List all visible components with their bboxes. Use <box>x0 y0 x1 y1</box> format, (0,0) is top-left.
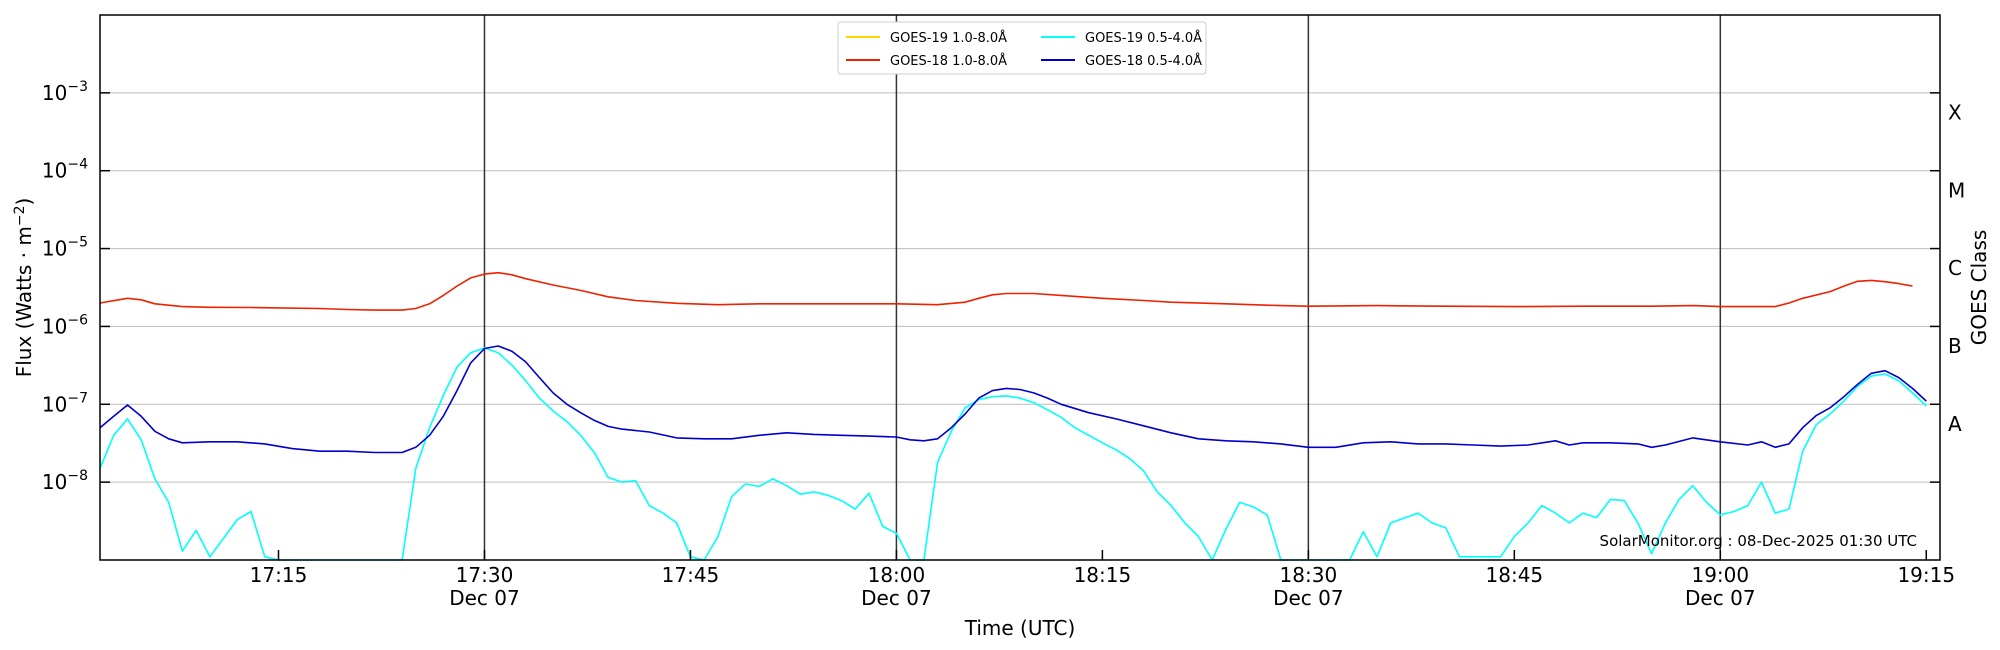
x-tick-label: 18:45 <box>1486 563 1544 587</box>
x-tick-date: Dec 07 <box>1685 586 1756 610</box>
y-axis-title: Flux (Watts · m−2) <box>12 198 36 378</box>
y-tick-exponent: −7 <box>67 390 88 406</box>
y-tick-label: 10−4 <box>42 157 88 183</box>
y-tick-base: 10 <box>42 237 67 261</box>
legend-label: GOES-19 1.0-8.0Å <box>890 30 1007 46</box>
series-line-2 <box>99 347 1927 561</box>
y-axis-title-exponent: −2 <box>12 206 28 227</box>
y-tick-label: 10−3 <box>42 79 88 105</box>
y-tick-base: 10 <box>42 81 67 105</box>
x-tick-label: 17:15 <box>250 563 308 587</box>
vertical-reference-lines <box>483 15 1722 560</box>
x-tick-label: 18:15 <box>1074 563 1132 587</box>
x-tick-label: 18:00 <box>868 563 926 587</box>
goes-class-m: M <box>1948 178 1965 202</box>
legend: GOES-19 1.0-8.0Å GOES-18 1.0-8.0Å GOES-19 … <box>837 21 1207 75</box>
x-tick-date: Dec 07 <box>1273 586 1344 610</box>
y-tick-base: 10 <box>42 392 67 416</box>
goes-class-a: A <box>1948 412 1962 436</box>
y2-axis-title: GOES Class <box>1967 230 1991 346</box>
y-tick-label: 10−6 <box>42 312 88 338</box>
y-tick-exponent: −4 <box>67 157 88 173</box>
y-tick-base: 10 <box>42 470 67 494</box>
x-tick-date: Dec 07 <box>861 586 932 610</box>
y-tick-label: 10−5 <box>42 235 88 261</box>
credit-text: SolarMonitor.org : 08-Dec-2025 01:30 UTC <box>1600 532 1917 550</box>
y-axis-title-main: Flux (Watts · m <box>12 226 36 377</box>
y-tick-exponent: −3 <box>67 79 88 95</box>
x-tick-date: Dec 07 <box>449 586 520 610</box>
x-tick-label: 17:30 <box>456 563 514 587</box>
goes-class-labels: A B C M X <box>1948 100 1965 435</box>
grid-lines <box>100 92 1940 483</box>
y-tick-label: 10−8 <box>42 468 88 494</box>
y-axis-title-close: ) <box>12 198 36 206</box>
legend-label: GOES-18 0.5-4.0Å <box>1085 53 1202 69</box>
x-tick-label: 17:45 <box>662 563 720 587</box>
y-tick-label: 10−7 <box>42 390 88 416</box>
y-tick-base: 10 <box>42 159 67 183</box>
y-tick-exponent: −6 <box>67 312 88 328</box>
series-lines <box>99 271 1927 561</box>
plot-frame <box>99 14 1941 561</box>
x-tick-label: 18:30 <box>1280 563 1338 587</box>
y-axis-ticks: 10−810−710−610−510−410−3 <box>42 79 1940 494</box>
legend-box <box>837 21 1207 75</box>
series-line-3 <box>99 345 1927 454</box>
y-tick-exponent: −5 <box>67 235 88 251</box>
y-tick-base: 10 <box>42 314 67 338</box>
legend-label: GOES-18 1.0-8.0Å <box>890 53 1007 69</box>
goes-class-b: B <box>1948 334 1962 358</box>
goes-class-x: X <box>1948 100 1962 124</box>
legend-label: GOES-19 0.5-4.0Å <box>1085 30 1202 46</box>
x-tick-label: 19:00 <box>1691 563 1749 587</box>
y-tick-exponent: −8 <box>67 468 88 484</box>
x-axis-title: Time (UTC) <box>964 616 1076 640</box>
x-tick-label: 19:15 <box>1897 563 1955 587</box>
goes-class-c: C <box>1948 256 1962 280</box>
series-line-1 <box>99 271 1913 311</box>
